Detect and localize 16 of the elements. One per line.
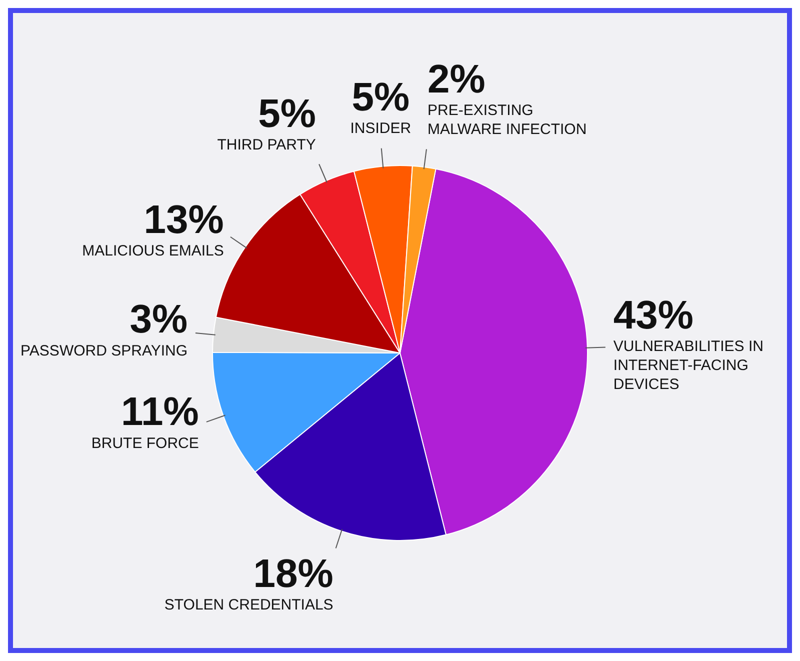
slice-label: PRE-EXISTING MALWARE INFECTION [428, 102, 587, 138]
slice-label: THIRD PARTY [217, 136, 316, 154]
slice-label: BRUTE FORCE [91, 434, 199, 452]
data-label: 11% [121, 390, 199, 434]
data-label: 5% [352, 75, 410, 120]
data-label: 18% [253, 552, 334, 596]
slice-label: STOLEN CREDENTIALS [164, 596, 334, 614]
slice-label: INSIDER [350, 120, 412, 138]
data-label: 13% [144, 198, 224, 242]
slice-label: PASSWORD SPRAYING [20, 342, 188, 360]
data-label: 5% [258, 92, 316, 136]
slice-label: VULNERABILITIES IN INTERNET-FACING DEVICES [613, 338, 764, 394]
data-label: 2% [428, 57, 486, 102]
slice-label: MALICIOUS EMAILS [82, 242, 224, 260]
data-label: 43% [613, 294, 694, 338]
data-label: 3% [130, 298, 188, 342]
